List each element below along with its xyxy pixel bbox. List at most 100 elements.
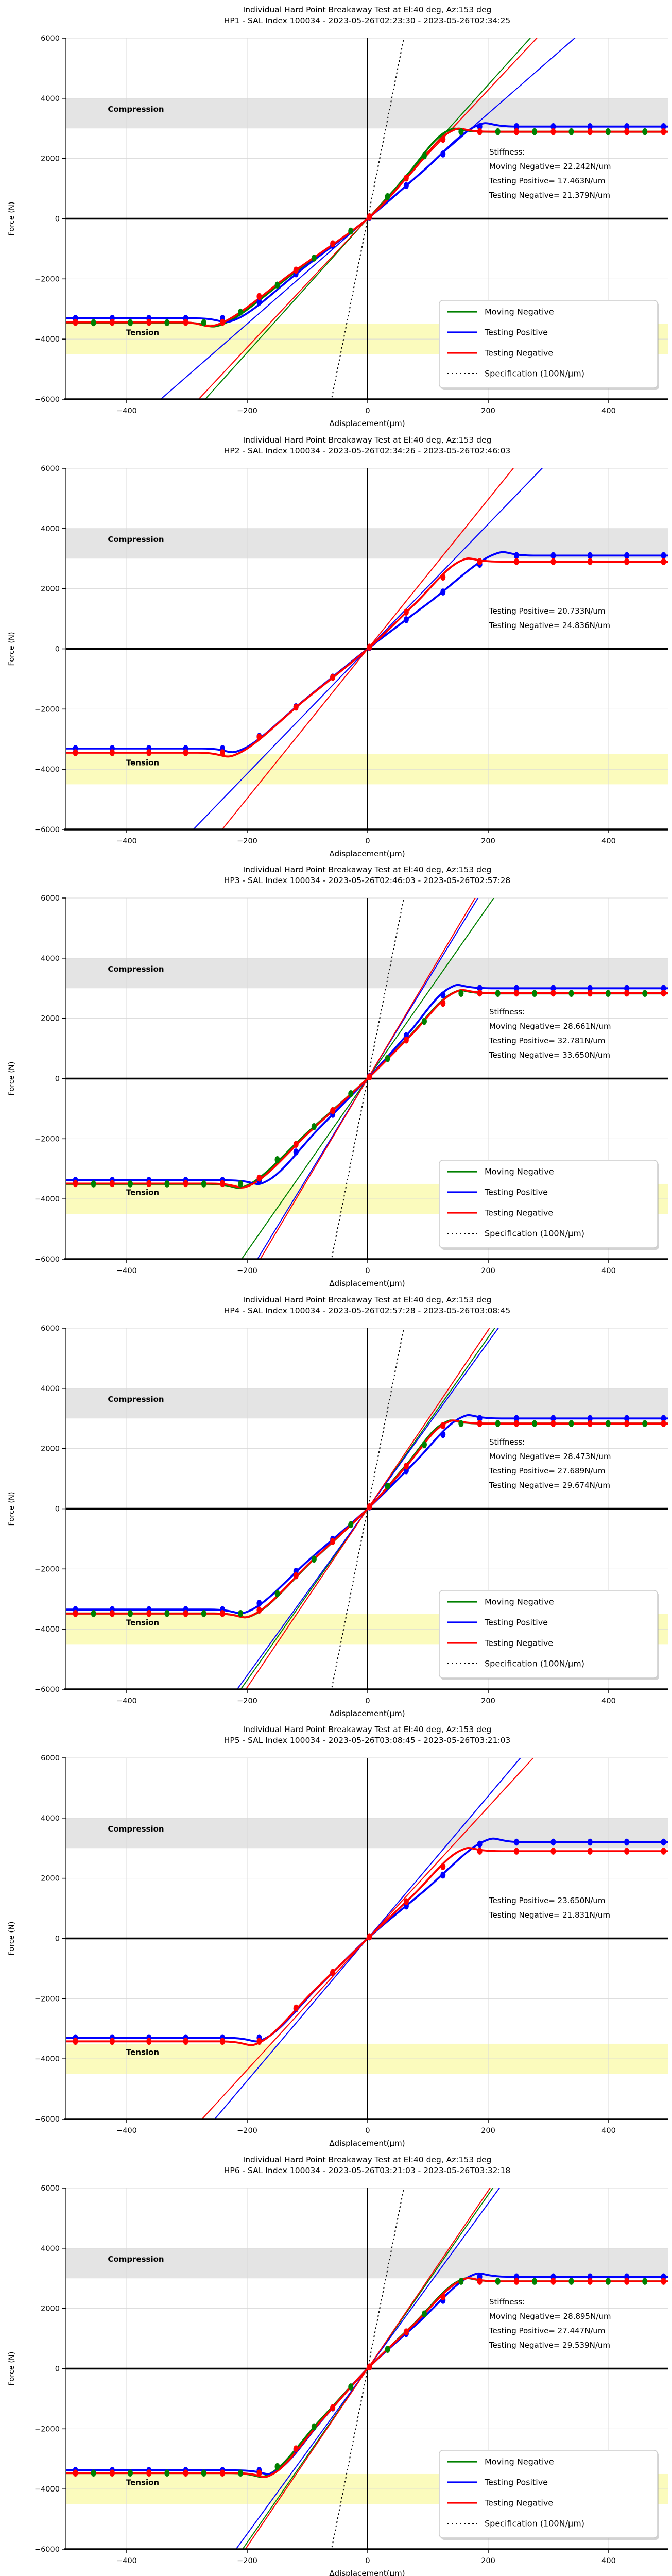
data-marker [109,318,115,326]
x-axis-label: Δdisplacement(μm) [329,419,405,428]
y-tick-label: 4000 [41,2244,60,2252]
y-tick-label: 2000 [41,585,60,593]
stiffness-annotation: Testing Positive= 23.650N/um Testing Nega… [489,1896,610,1920]
plot-area [66,2188,668,2549]
data-marker [91,1609,96,1617]
data-marker [256,733,262,740]
y-tick-label: 6000 [41,1754,60,1762]
compression-label: Compression [108,535,164,544]
x-tick-label: −200 [237,2557,257,2565]
data-marker [568,2277,574,2285]
stiffness-line: Testing Positive= 27.447N/um [489,2326,606,2335]
stiffness-line: Testing Positive= 17.463N/um [489,176,606,185]
data-marker [661,1419,666,1427]
data-marker [605,990,611,997]
x-tick-label: −400 [116,2557,137,2565]
legend-label: Specification (100N/μm) [485,369,584,379]
ticks [62,1757,609,2123]
x-axis-label: Δdisplacement(μm) [329,2139,405,2148]
data-marker [183,1609,188,1617]
data-marker [201,1180,206,1188]
stiffness-line: Moving Negative= 28.895N/um [489,2312,611,2321]
markers-testing-negative [73,2277,666,2477]
data-marker [256,1599,262,1607]
compression-label: Compression [108,1395,164,1404]
legend-label: Testing Negative [484,348,553,358]
y-tick-label: −4000 [35,1625,60,1634]
legend-label: Specification (100N/μm) [485,1658,584,1668]
data-marker [367,1933,372,1940]
x-tick-label: −400 [116,837,137,845]
data-marker [624,2277,630,2285]
data-marker [220,318,226,326]
y-tick-label: 4000 [41,1384,60,1393]
compression-label: Compression [108,105,164,114]
plot-area [66,1328,668,1689]
data-marker [440,1863,446,1870]
markers-moving-negative [91,2277,648,2477]
data-marker [183,318,188,326]
data-marker [256,2469,262,2477]
y-tick-label: 6000 [41,1325,60,1333]
data-marker [201,319,206,327]
data-marker [220,1180,226,1188]
data-marker [550,123,556,130]
stiffness-line: Moving Negative= 28.473N/um [489,1452,611,1461]
data-marker [293,703,299,710]
x-tick-label: −200 [237,407,257,415]
data-marker [274,281,280,289]
x-tick-label: 400 [601,1267,616,1275]
y-tick-label: 0 [55,1935,60,1943]
chart-title: Individual Hard Point Breakaway Test at … [243,5,492,14]
data-marker [550,557,556,565]
data-marker [293,2445,299,2452]
data-marker [348,1520,354,1528]
x-axis-label: Δdisplacement(μm) [329,1279,405,1288]
y-tick-label: 4000 [41,524,60,533]
chart-title: Individual Hard Point Breakaway Test at … [243,435,492,445]
stiffness-header: Stiffness: [489,147,525,157]
data-marker [421,1018,427,1025]
data-marker [513,123,519,130]
data-marker [661,2277,666,2285]
y-tick-label: 0 [55,215,60,224]
data-marker [440,135,446,143]
data-marker [256,293,262,300]
y-axis-label: Force (N) [8,201,16,235]
data-marker [403,1036,409,1044]
data-marker [550,128,556,135]
y-tick-label: −6000 [35,2115,60,2124]
data-marker [348,2383,354,2391]
data-marker [532,990,538,997]
y-axis-label: Force (N) [8,1061,16,1095]
data-marker [367,1073,372,1080]
data-marker [274,1590,280,1597]
legend-label: Moving Negative [485,2456,554,2466]
y-tick-label: 0 [55,645,60,653]
data-marker [587,985,593,992]
data-marker [587,552,593,559]
data-marker [440,150,446,158]
data-marker [403,1898,409,1905]
data-marker [587,123,593,130]
data-marker [146,2038,152,2045]
data-marker [73,318,78,326]
ticks [62,38,609,403]
data-marker [661,985,666,992]
data-marker [440,588,446,596]
chart-subtitle: HP6 - SAL Index 100034 - 2023-05-26T03:2… [224,2166,511,2175]
y-tick-label: 0 [55,1075,60,1083]
chart-hp4: Compression Tension 6000 4000 2000 0 −2000 −400… [0,1290,672,1720]
data-marker [661,1848,666,1855]
tension-label: Tension [126,328,159,337]
data-marker [238,308,244,316]
data-marker [513,2277,519,2285]
data-marker [403,616,409,623]
data-marker [477,123,483,130]
data-marker [642,990,648,997]
data-marker [624,123,630,130]
legend-label: Testing Positive [484,1188,548,1197]
data-marker [440,1431,446,1438]
y-tick-label: −4000 [35,1195,60,1204]
data-marker [164,2469,170,2477]
